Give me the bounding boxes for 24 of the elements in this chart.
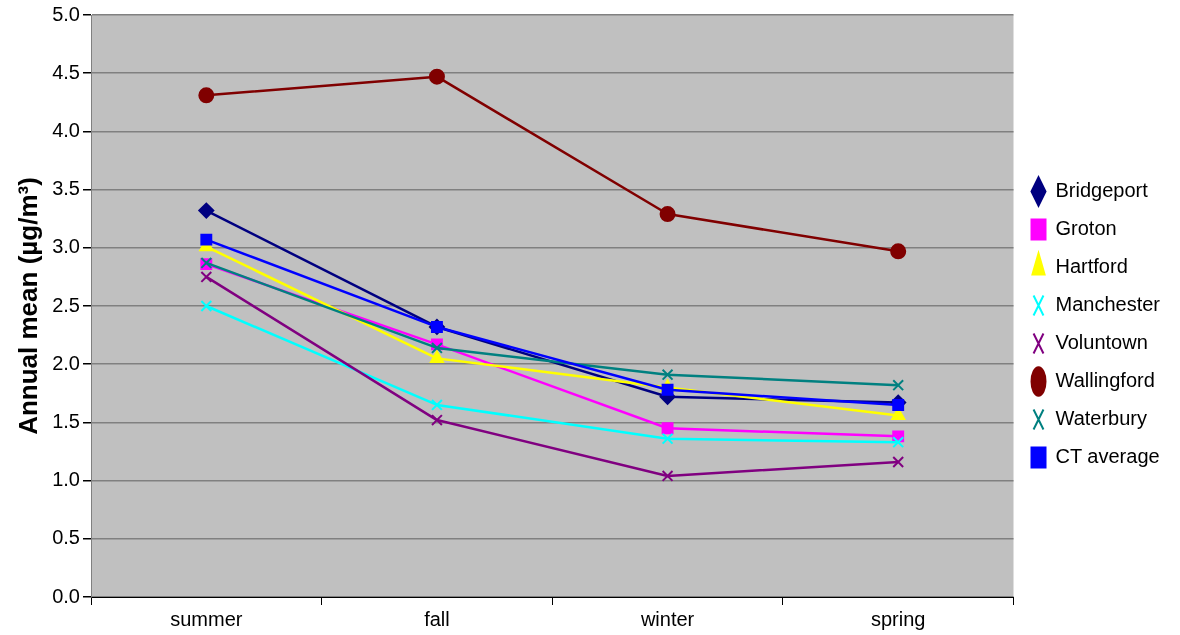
y-tick-label: 2.0 [52, 351, 80, 374]
y-tick-label: 3.0 [52, 235, 80, 258]
x-tick-label: summer [170, 607, 243, 630]
legend-label: Hartford [1055, 255, 1128, 278]
legend-label: Voluntown [1055, 331, 1148, 354]
y-tick-label: 2.5 [52, 293, 80, 316]
legend-label: Wallingford [1055, 369, 1155, 392]
y-tick-label: 1.5 [52, 409, 80, 432]
y-axis-title: Annual mean (µg/m³) [12, 177, 43, 435]
y-tick-label: 0.5 [52, 526, 80, 549]
legend-label: CT average [1055, 445, 1160, 468]
y-tick-label: 5.0 [52, 2, 80, 25]
y-tick-label: 3.5 [52, 177, 80, 200]
x-tick-label: winter [639, 607, 695, 630]
legend-label: Groton [1055, 217, 1117, 240]
x-tick-label: fall [424, 607, 450, 630]
legend-label: Waterbury [1055, 407, 1148, 430]
y-tick-label: 0.0 [52, 584, 80, 607]
y-tick-label: 4.0 [52, 118, 80, 141]
x-tick-label: spring [870, 607, 926, 630]
legend-label: Bridgeport [1055, 179, 1149, 202]
y-tick-label: 4.5 [52, 60, 80, 83]
y-tick-label: 1.0 [52, 468, 80, 491]
legend-label: Manchester [1055, 293, 1161, 316]
